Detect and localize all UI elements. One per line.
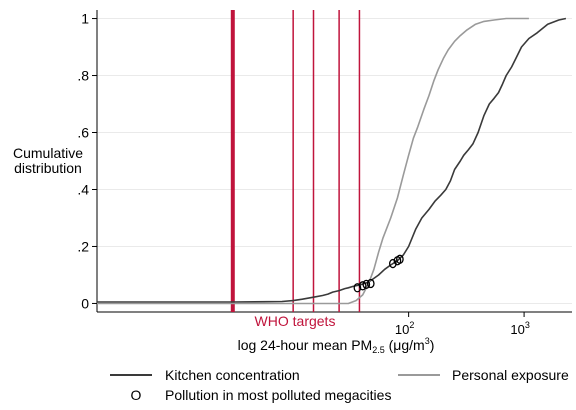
legend-label-kitchen: Kitchen concentration [165, 367, 300, 383]
y-tick-label: .2 [77, 238, 89, 254]
y-tick-label: 1 [81, 11, 89, 27]
x-axis-label: log 24-hour mean PM2.5 (μg/m3) [238, 336, 435, 355]
y-tick-label: .8 [77, 68, 89, 84]
y-tick-label: .4 [77, 181, 89, 197]
megacity-marker [358, 281, 367, 291]
personal-series-line [97, 17, 529, 305]
x-tick-label: 103 [510, 320, 529, 337]
legend-label-personal: Personal exposure [452, 367, 569, 383]
y-tick-label: 0 [81, 295, 89, 311]
legend-label-megacities: Pollution in most polluted megacities [165, 387, 391, 403]
axes: 0 .2 .4 .6 .8 1 102 103 [77, 10, 572, 337]
gridlines [97, 18, 572, 304]
megacity-marker [366, 278, 375, 289]
megacity-marker [396, 254, 404, 264]
legend: Kitchen concentration Personal exposure … [110, 367, 569, 403]
series-lines [97, 17, 567, 305]
y-tick-label: .6 [77, 125, 89, 141]
y-axis-label-line1: Cumulative [13, 145, 83, 161]
legend-marker-megacities: O [131, 387, 142, 403]
x-tick-label: 102 [395, 320, 414, 337]
who-target-lines [230, 10, 361, 312]
megacity-marker [353, 283, 362, 293]
megacity-markers [353, 254, 404, 293]
megacity-marker [362, 279, 371, 290]
y-axis-label-line2: distribution [14, 160, 82, 176]
who-targets-label: WHO targets [255, 313, 336, 329]
megacity-marker [388, 258, 397, 269]
kitchen-series-line [97, 17, 567, 303]
